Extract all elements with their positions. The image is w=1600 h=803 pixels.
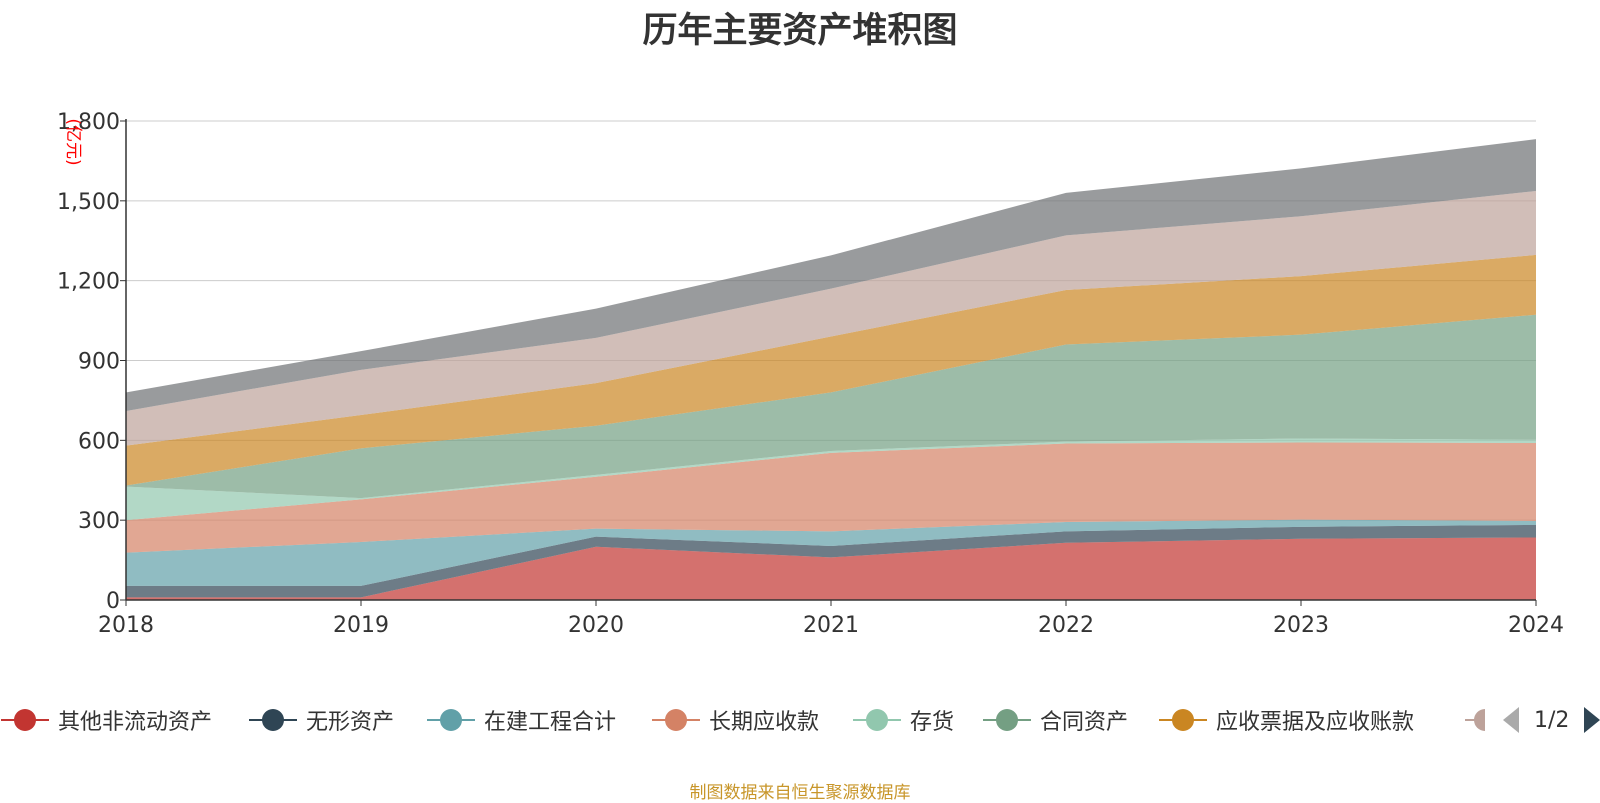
legend-marker: [983, 709, 1031, 731]
legend-marker: [652, 709, 700, 731]
legend-marker: [1, 709, 49, 731]
y-tick-label: 1,500: [57, 190, 120, 215]
legend-label: 在建工程合计: [484, 710, 617, 735]
area-series-1[interactable]: [126, 537, 1536, 600]
area-series-8[interactable]: [126, 190, 1536, 446]
legend-marker: [853, 709, 901, 731]
legend-label: 无形资产: [306, 710, 395, 735]
legend-item-7[interactable]: 应收票据及应收账款: [1158, 700, 1414, 740]
y-axis-unit-label: (亿元): [63, 118, 83, 165]
y-tick-label: 300: [78, 509, 120, 534]
y-tick-label: 1,200: [57, 270, 120, 295]
legend-item-2[interactable]: 无形资产: [248, 700, 394, 740]
x-tick-label: 2018: [98, 613, 154, 638]
y-tick-label: 0: [106, 589, 120, 614]
legend-item-6[interactable]: 合同资产: [982, 700, 1128, 740]
axes: 0 300 600 900 1,200 1,500 1,800 2018 2019 2020 202…: [57, 110, 1564, 638]
triangle-right-icon[interactable]: [1581, 705, 1600, 735]
area-series-2[interactable]: [126, 524, 1536, 598]
area-series-3[interactable]: [126, 519, 1536, 586]
area-series: [126, 139, 1536, 600]
legend-item-3[interactable]: 在建工程合计: [426, 700, 616, 740]
area-series-4[interactable]: [126, 442, 1536, 553]
x-tick-label: 2022: [1038, 613, 1094, 638]
x-tick-label: 2024: [1508, 613, 1564, 638]
legend: 其他非流动资产 无形资产 在建工程合计 长期应收款 存货 合同资产 应收票据及应收账款 1/…: [0, 700, 1600, 740]
stacked-area-chart: 0 300 600 900 1,200 1,500 1,800 2018 2019 2020 202…: [57, 110, 1564, 638]
legend-marker-partial: [1465, 709, 1485, 731]
x-tick-label: 2021: [803, 613, 859, 638]
x-tick-label: 2020: [568, 613, 624, 638]
legend-label: 合同资产: [1040, 710, 1129, 735]
y-tick-label: 900: [78, 350, 120, 375]
y-tick-label: 1,800: [57, 110, 120, 135]
y-tick-label: 600: [78, 429, 120, 454]
chart-title: 历年主要资产堆积图: [642, 11, 958, 51]
x-tick-label: 2019: [333, 613, 389, 638]
legend-item-4[interactable]: 长期应收款: [651, 700, 819, 740]
area-series-9[interactable]: [126, 139, 1536, 412]
legend-item-5[interactable]: 存货: [852, 700, 954, 740]
legend-item-1[interactable]: 其他非流动资产: [0, 700, 212, 740]
area-series-7[interactable]: [126, 254, 1536, 486]
triangle-left-icon[interactable]: [1500, 705, 1522, 735]
legend-pager: 1/2: [1500, 700, 1600, 740]
legend-label: 应收票据及应收账款: [1216, 710, 1415, 735]
legend-label: 存货: [910, 710, 955, 735]
legend-page-indicator: 1/2: [1534, 707, 1570, 733]
legend-item-partial[interactable]: [1465, 700, 1485, 740]
legend-marker: [249, 709, 297, 731]
legend-label: 长期应收款: [709, 710, 820, 735]
legend-label: 其他非流动资产: [58, 710, 213, 735]
x-tick-label: 2023: [1273, 613, 1329, 638]
legend-marker: [1159, 709, 1207, 731]
source-note: 制图数据来自恒生聚源数据库: [689, 783, 911, 803]
area-series-6[interactable]: [126, 314, 1536, 499]
legend-marker: [427, 709, 475, 731]
